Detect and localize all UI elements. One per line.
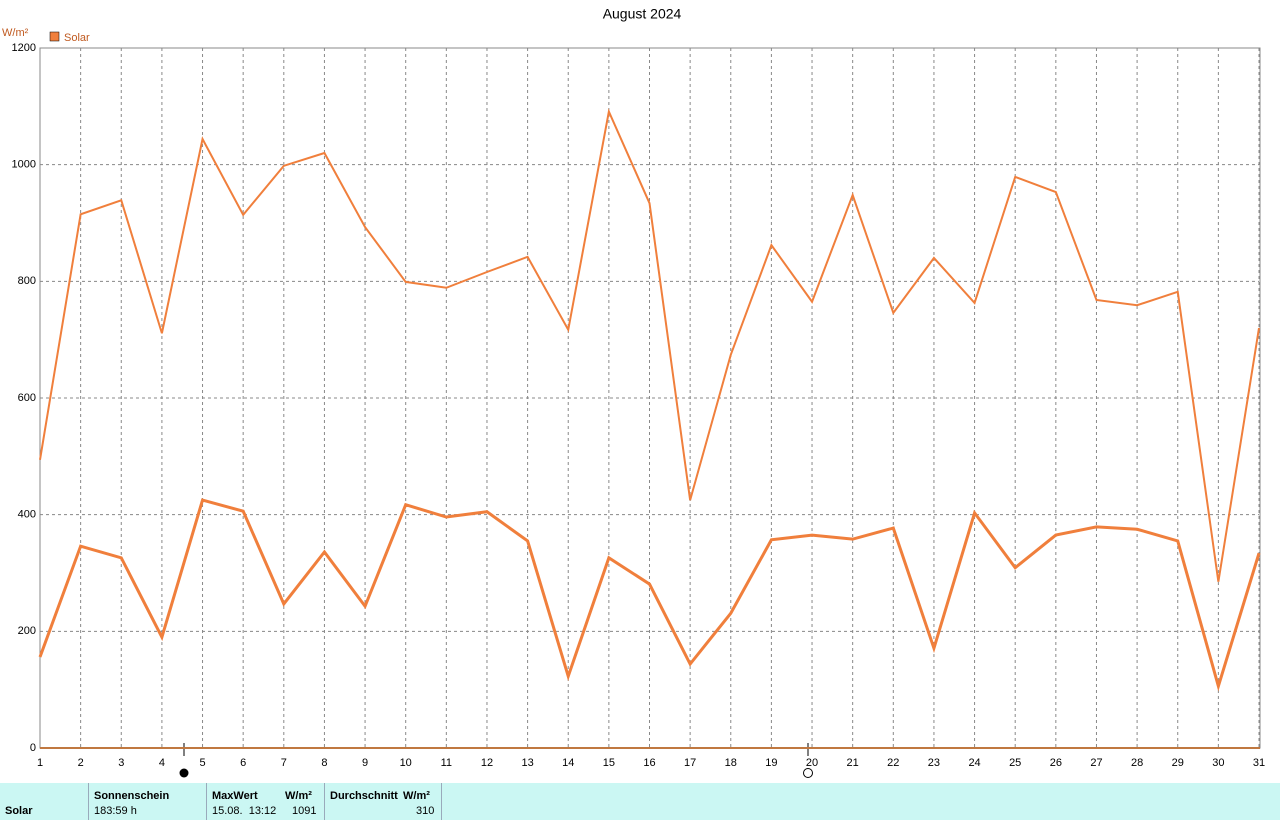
x-tick-label: 5 bbox=[199, 757, 205, 769]
x-tick-label: 29 bbox=[1172, 757, 1184, 769]
y-tick-label: 400 bbox=[18, 509, 36, 521]
x-tick-label: 31 bbox=[1253, 757, 1265, 769]
cell: 15.08. 13:12 bbox=[212, 805, 277, 817]
x-tick-label: 21 bbox=[847, 757, 859, 769]
cell: 1091 bbox=[292, 805, 317, 817]
x-tick-label: 9 bbox=[362, 757, 368, 769]
separator bbox=[88, 783, 89, 820]
x-tick-label: 30 bbox=[1212, 757, 1224, 769]
separator bbox=[441, 783, 442, 820]
x-tick-label: 3 bbox=[118, 757, 124, 769]
legend-swatch bbox=[49, 31, 60, 42]
x-tick-label: 19 bbox=[765, 757, 777, 769]
header: Sonnenschein bbox=[94, 790, 170, 802]
chart-title: August 2024 bbox=[603, 6, 682, 22]
x-tick-label: 18 bbox=[725, 757, 737, 769]
cell: 310 bbox=[416, 805, 435, 817]
cell: 183:59 h bbox=[94, 805, 137, 817]
x-tick-label: 15 bbox=[603, 757, 615, 769]
x-tick-label: 4 bbox=[159, 757, 165, 769]
x-tick-label: 2 bbox=[78, 757, 84, 769]
x-tick-label: 16 bbox=[643, 757, 655, 769]
x-tick-label: 20 bbox=[806, 757, 818, 769]
x-tick-label: 12 bbox=[481, 757, 493, 769]
y-axis-label: W/m² bbox=[2, 27, 29, 39]
new-moon bbox=[179, 768, 189, 778]
x-tick-label: 26 bbox=[1050, 757, 1062, 769]
x-tick-label: 22 bbox=[887, 757, 899, 769]
separator bbox=[324, 783, 325, 820]
x-tick-label: 13 bbox=[521, 757, 533, 769]
header: MaxWert bbox=[212, 790, 258, 802]
x-tick-label: 8 bbox=[321, 757, 327, 769]
x-tick-label: 23 bbox=[928, 757, 940, 769]
header: Durchschnitt bbox=[330, 790, 398, 802]
row-label: Solar bbox=[5, 805, 33, 817]
x-tick-label: 25 bbox=[1009, 757, 1021, 769]
x-tick-label: 7 bbox=[281, 757, 287, 769]
series-line bbox=[38, 498, 1261, 692]
x-tick-label: 14 bbox=[562, 757, 574, 769]
unit: W/m² bbox=[285, 790, 312, 802]
unit: W/m² bbox=[403, 790, 430, 802]
summary-table: Solar Sonnenschein 183:59 h MaxWert W/m²… bbox=[0, 783, 1280, 820]
y-tick-label: 200 bbox=[18, 625, 36, 637]
x-tick-label: 28 bbox=[1131, 757, 1143, 769]
series-line bbox=[39, 108, 1260, 582]
x-tick-label: 6 bbox=[240, 757, 246, 769]
x-tick-label: 24 bbox=[968, 757, 980, 769]
legend-label: Solar bbox=[64, 32, 90, 44]
x-tick-label: 17 bbox=[684, 757, 696, 769]
separator bbox=[206, 783, 207, 820]
x-tick-label: 1 bbox=[37, 757, 43, 769]
y-tick-label: 0 bbox=[30, 742, 36, 754]
x-tick-label: 11 bbox=[441, 757, 452, 769]
full-moon bbox=[803, 768, 813, 778]
x-tick-label: 27 bbox=[1090, 757, 1102, 769]
y-tick-label: 600 bbox=[18, 392, 36, 404]
y-tick-label: 800 bbox=[18, 275, 36, 287]
y-tick-label: 1200 bbox=[12, 42, 36, 54]
x-tick-label: 10 bbox=[400, 757, 412, 769]
y-tick-label: 1000 bbox=[12, 159, 36, 171]
